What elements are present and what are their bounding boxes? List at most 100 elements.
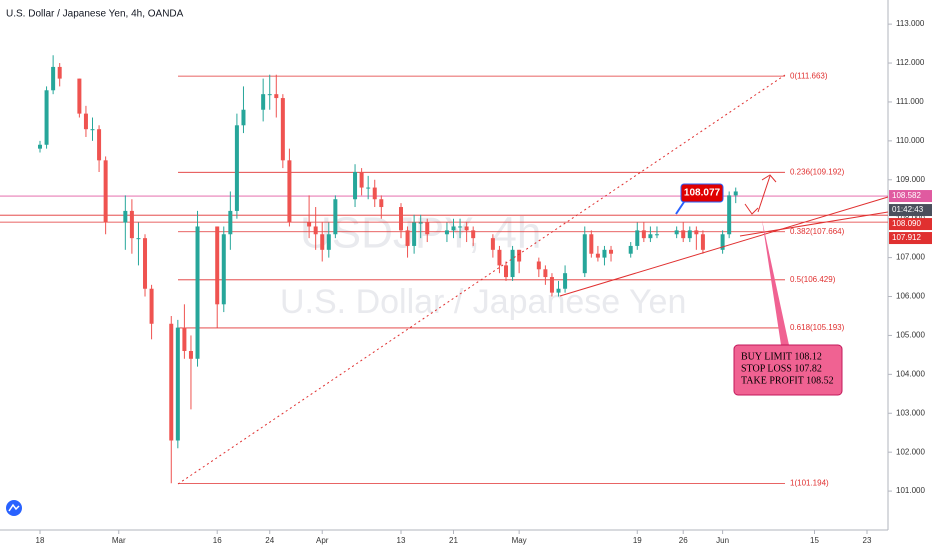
watermark: U.S. Dollar / Japanese Yen [280,283,686,321]
candle-body [589,234,594,254]
support-line [559,196,889,297]
candle-body [182,327,187,351]
fib-label: 0.618(105.193) [790,323,845,332]
candle-body [635,230,640,246]
candle-body [307,222,312,227]
candle-body [313,226,318,235]
candle-body [123,210,128,223]
candle-body [149,288,154,324]
candle-body [654,234,659,236]
y-tick-label: 103.000 [896,408,925,417]
countdown-tag [889,204,932,217]
candle-body [267,94,272,96]
candle-body [609,249,614,254]
y-tick-label: 113.000 [896,19,925,28]
arrow [757,175,771,213]
candle-body [425,222,430,235]
note-line: BUY LIMIT 108.12 [741,351,822,362]
candle-body [471,230,476,239]
fib-label: 0.382(107.664) [790,227,845,236]
candle-body [504,265,509,278]
candle-body [195,226,200,359]
note-line: TAKE PROFIT 108.52 [741,375,834,386]
candle-body [418,222,423,224]
x-tick-label: 19 [633,536,642,545]
candle-body [221,234,226,305]
candle-body [543,269,548,278]
candle-body [458,226,463,228]
candle-body [83,113,88,130]
note-box [733,344,843,396]
candle-body [549,277,554,293]
candle-body [51,66,56,91]
candle-body [333,199,338,235]
note-pointer [762,220,789,345]
candle-body [674,230,679,235]
chart-title: U.S. Dollar / Japanese Yen, 4h, OANDA [6,9,184,20]
arrow-head [761,174,777,183]
candle-body [169,323,174,441]
candle-body [405,230,410,246]
candle-body [366,187,371,189]
x-tick-label: 13 [397,536,406,545]
callout-box [680,183,724,203]
candle-body [451,226,456,231]
candle-body [412,222,417,246]
candle-body [694,230,699,235]
candle-body [234,125,239,211]
y-tick-label: 107.000 [896,253,925,262]
y-tick-label: 104.000 [896,369,925,378]
candle-body [353,171,358,200]
callout-pointer [675,201,685,215]
arrow [744,203,759,215]
price-tag-label: 108.090 [892,219,921,228]
candle-body [398,207,403,231]
x-tick-label: 15 [810,536,819,545]
x-tick-label: 26 [679,536,688,545]
x-tick-label: 16 [213,536,222,545]
y-tick-label: 102.000 [896,447,925,456]
candle-body [143,238,148,289]
candle-body [517,249,522,262]
candle-body [280,98,285,161]
price-axis [888,0,932,550]
fib-label: 1(101.194) [790,479,829,488]
y-tick-label: 105.000 [896,331,925,340]
logo [6,500,22,516]
x-tick-label: May [512,536,527,545]
y-tick-label: 110.000 [896,136,925,145]
candle-body [490,238,495,250]
countdown: 01:42:43 [892,205,924,214]
price-tag-label: 107.912 [892,233,921,242]
candle-body [641,230,646,239]
x-tick-label: 21 [449,536,458,545]
x-tick-label: 23 [863,536,872,545]
y-tick-label: 111.000 [896,97,924,106]
candle-body [628,245,633,254]
candle-body [38,144,42,149]
candle-body [77,78,82,114]
candle-body [602,249,607,258]
logo-mark [8,503,20,512]
candle-body [90,129,95,131]
y-tick-label: 101.000 [896,486,925,495]
candle-body [261,94,266,110]
candle-body [241,109,246,126]
price-tag [889,232,932,245]
candle-body [379,199,384,208]
candle-body [556,288,561,293]
y-tick-label: 112.000 [896,58,925,67]
price-tag [889,190,932,203]
candle-body [444,230,449,235]
fib-trend-line [177,74,786,485]
candle-body [464,226,469,231]
candle-body [681,230,686,239]
candle-body [175,327,180,441]
candle-body [536,261,541,270]
candle-body [188,350,193,359]
candle-body [215,226,220,305]
x-tick-label: Jun [716,536,729,545]
candle-body [582,234,587,274]
candle-body [136,238,141,240]
y-tick-label: 109.000 [896,175,925,184]
